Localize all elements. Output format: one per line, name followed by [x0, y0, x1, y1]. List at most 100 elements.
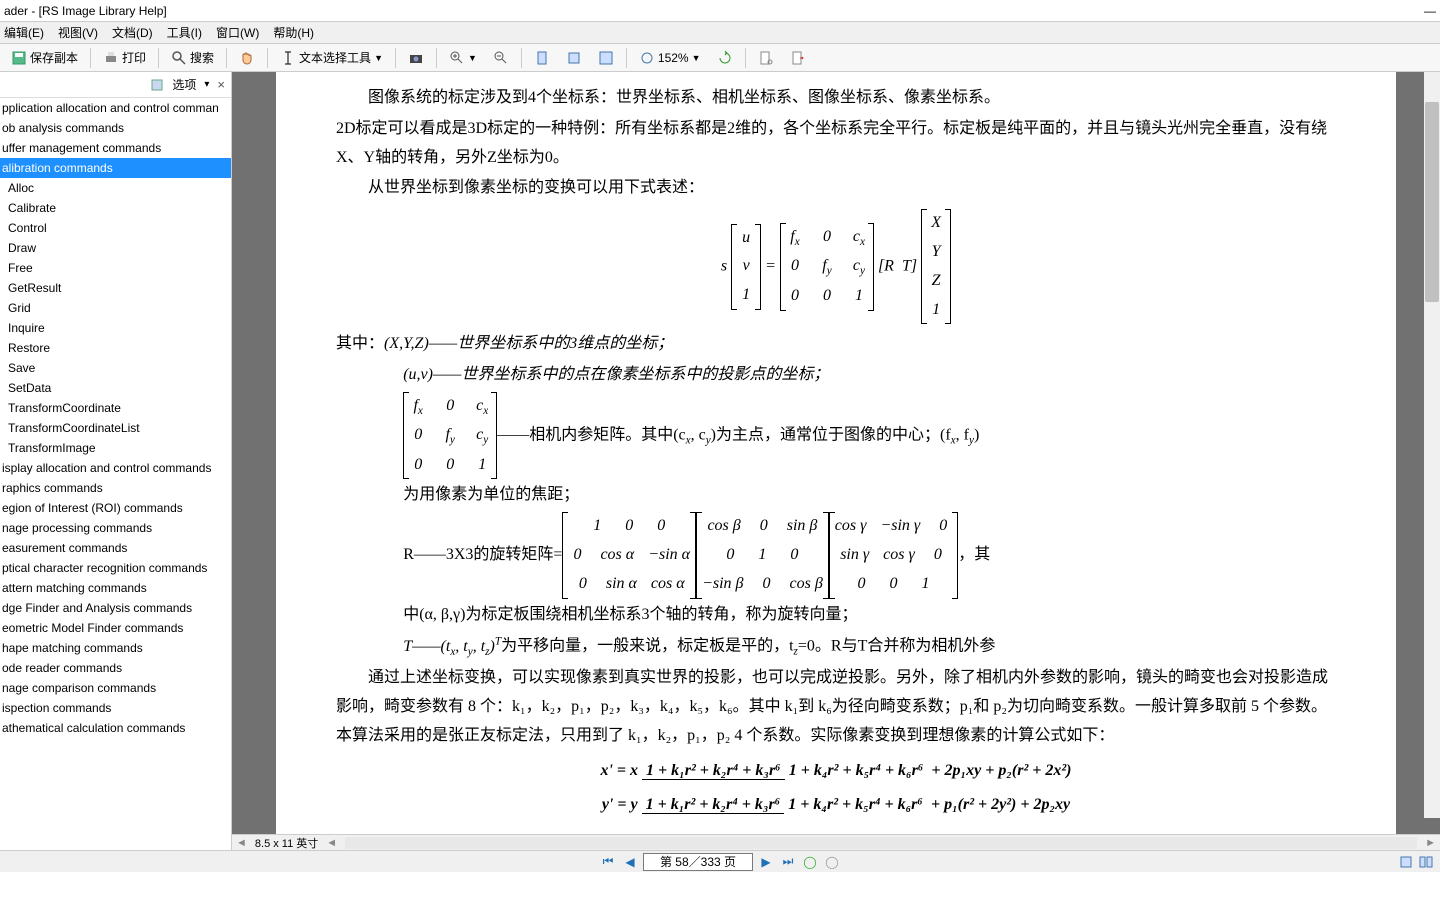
hscroll-track[interactable] [345, 837, 1417, 849]
fit-page-button[interactable] [559, 47, 589, 69]
nav-back-button[interactable]: ◯ [801, 854, 819, 870]
tl-a: T——(t [403, 638, 450, 655]
snapshot-button[interactable] [401, 47, 431, 69]
page-number-input[interactable] [643, 853, 753, 871]
sidebar-item-6[interactable]: Control [0, 218, 231, 238]
zoom-level-dropdown[interactable]: 152% ▼ [632, 47, 708, 69]
zoom-in-icon [449, 50, 465, 66]
sidebar-item-8[interactable]: Free [0, 258, 231, 278]
menu-edit[interactable]: 编辑(E) [4, 24, 44, 41]
intr-t3: )为主点，通常位于图像的中心；(f [711, 426, 951, 443]
page-navigation: ⏮ ◀ ▶ ⏭ ◯ ◯ [599, 853, 841, 871]
hscroll-left-icon[interactable]: ◄ [236, 837, 247, 849]
sidebar-item-13[interactable]: Save [0, 358, 231, 378]
sidebar-item-22[interactable]: easurement commands [0, 538, 231, 558]
tool-button-a[interactable] [751, 47, 781, 69]
sidebar-item-27[interactable]: hape matching commands [0, 638, 231, 658]
sidebar-item-30[interactable]: ispection commands [0, 698, 231, 718]
sidebar-item-10[interactable]: Grid [0, 298, 231, 318]
actual-size-button[interactable] [591, 47, 621, 69]
zoom-out-button[interactable] [486, 47, 516, 69]
sidebar-item-12[interactable]: Restore [0, 338, 231, 358]
dropdown-icon: ▼ [374, 53, 383, 63]
vertical-scrollbar[interactable] [1424, 72, 1440, 818]
main-area: 选项 ▾ × pplication allocation and control… [0, 72, 1440, 850]
sidebar-item-18[interactable]: isplay allocation and control commands [0, 458, 231, 478]
sidebar-item-2[interactable]: uffer management commands [0, 138, 231, 158]
sidebar-item-16[interactable]: TransformCoordinateList [0, 418, 231, 438]
prev-page-button[interactable]: ◀ [621, 854, 639, 870]
sidebar-list[interactable]: pplication allocation and control comman… [0, 98, 231, 850]
title-bar: ader - [RS Image Library Help] — [0, 0, 1440, 22]
options-icon [150, 78, 164, 92]
sidebar-item-17[interactable]: TransformImage [0, 438, 231, 458]
separator [745, 48, 746, 68]
rotate-button[interactable] [710, 47, 740, 69]
menu-view[interactable]: 视图(V) [58, 24, 98, 41]
text-select-button[interactable]: 文本选择工具 ▼ [273, 46, 390, 69]
eqy-den: 1 + k₄r² + k₅r⁴ + k₆r⁶ [784, 796, 927, 813]
menu-tools[interactable]: 工具(I) [167, 24, 202, 41]
sidebar-item-23[interactable]: ptical character recognition commands [0, 558, 231, 578]
options-label[interactable]: 选项 [172, 76, 196, 93]
nav-fwd-button[interactable]: ◯ [823, 854, 841, 870]
last-page-button[interactable]: ⏭ [779, 854, 797, 870]
menu-window[interactable]: 窗口(W) [216, 24, 259, 41]
print-label: 打印 [122, 49, 146, 66]
hscroll-right-icon[interactable]: ► [1425, 837, 1436, 849]
sidebar-item-31[interactable]: athematical calculation commands [0, 718, 231, 738]
intrinsic-line: fx0cx0fycy001——相机内参矩阵。其中(cx, cy)为主点，通常位于… [336, 392, 1336, 479]
sidebar-close-button[interactable]: × [217, 77, 225, 92]
camera-icon [408, 50, 424, 66]
layout-icon-1[interactable] [1398, 854, 1414, 870]
print-button[interactable]: 打印 [96, 46, 153, 69]
tool-button-b[interactable] [783, 47, 813, 69]
sidebar-item-15[interactable]: TransformCoordinate [0, 398, 231, 418]
sidebar-item-19[interactable]: raphics commands [0, 478, 231, 498]
tl-b: , t [455, 638, 467, 655]
scrollbar-thumb[interactable] [1425, 102, 1439, 302]
options-dropdown-icon[interactable]: ▾ [204, 79, 209, 90]
print-icon [103, 50, 119, 66]
sidebar-item-0[interactable]: pplication allocation and control comman [0, 98, 231, 118]
sidebar-item-3[interactable]: alibration commands [0, 158, 231, 178]
doc-icon [758, 50, 774, 66]
sidebar-item-28[interactable]: ode reader commands [0, 658, 231, 678]
search-button[interactable]: 搜索 [164, 46, 221, 69]
fit-width-icon [534, 50, 550, 66]
eqx-num: 1 + k₁r² + k₂r⁴ + k₃r⁶ [642, 762, 785, 780]
zoom-icon [639, 50, 655, 66]
sidebar-item-7[interactable]: Draw [0, 238, 231, 258]
hand-tool-button[interactable] [232, 47, 262, 69]
sidebar-item-21[interactable]: nage processing commands [0, 518, 231, 538]
first-page-button[interactable]: ⏮ [599, 854, 617, 870]
sidebar-item-14[interactable]: SetData [0, 378, 231, 398]
zoom-in-button[interactable]: ▼ [442, 47, 484, 69]
where-line: 其中：(X,Y,Z)——世界坐标系中的3维点的坐标； [336, 330, 1336, 359]
sidebar-item-26[interactable]: eometric Model Finder commands [0, 618, 231, 638]
eqx-rhs: + 2p₁xy + p₂(r² + 2x²) [931, 762, 1071, 779]
rotate-icon [717, 50, 733, 66]
minimize-button[interactable]: — [1424, 4, 1436, 18]
sidebar-item-11[interactable]: Inquire [0, 318, 231, 338]
document-viewport[interactable]: 图像系统的标定涉及到4个坐标系：世界坐标系、相机坐标系、图像坐标系、像素坐标系。… [232, 72, 1440, 834]
sidebar-item-29[interactable]: nage comparison commands [0, 678, 231, 698]
sidebar-item-20[interactable]: egion of Interest (ROI) commands [0, 498, 231, 518]
next-page-button[interactable]: ▶ [757, 854, 775, 870]
layout-icon-2[interactable] [1418, 854, 1434, 870]
fit-width-button[interactable] [527, 47, 557, 69]
sidebar-item-9[interactable]: GetResult [0, 278, 231, 298]
sidebar-item-1[interactable]: ob analysis commands [0, 118, 231, 138]
hand-icon [239, 50, 255, 66]
separator [626, 48, 627, 68]
hscroll-left2-icon[interactable]: ◄ [326, 837, 337, 849]
menu-help[interactable]: 帮助(H) [273, 24, 314, 41]
sidebar-item-4[interactable]: Alloc [0, 178, 231, 198]
save-copy-label: 保存副本 [30, 49, 78, 66]
save-copy-button[interactable]: 保存副本 [4, 46, 85, 69]
sidebar-item-5[interactable]: Calibrate [0, 198, 231, 218]
sidebar-item-25[interactable]: dge Finder and Analysis commands [0, 598, 231, 618]
separator [395, 48, 396, 68]
sidebar-item-24[interactable]: attern matching commands [0, 578, 231, 598]
menu-document[interactable]: 文档(D) [112, 24, 153, 41]
